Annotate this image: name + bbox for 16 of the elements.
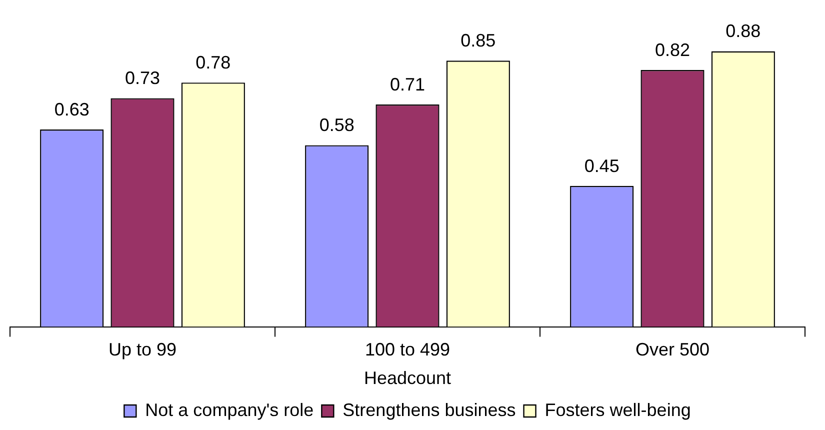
data-label: 0.63 xyxy=(54,100,90,120)
legend-label: Strengthens business xyxy=(342,400,516,420)
x-axis-title: Headcount xyxy=(364,368,452,388)
data-label: 0.73 xyxy=(124,68,160,88)
data-label: 0.71 xyxy=(390,74,426,94)
data-label: 0.78 xyxy=(196,52,231,73)
x-tick-label: 100 to 499 xyxy=(364,340,450,360)
legend-label: Not a company's role xyxy=(145,400,314,420)
data-label: 0.85 xyxy=(460,30,496,51)
data-label: 0.88 xyxy=(726,21,761,42)
x-tick-label: Over 500 xyxy=(635,340,710,360)
legend-label: Fosters well-being xyxy=(544,400,691,420)
data-label: 0.82 xyxy=(654,40,690,60)
x-tick-label: Up to 99 xyxy=(108,340,177,360)
data-label: 0.45 xyxy=(584,156,620,176)
data-label: 0.58 xyxy=(319,115,354,136)
